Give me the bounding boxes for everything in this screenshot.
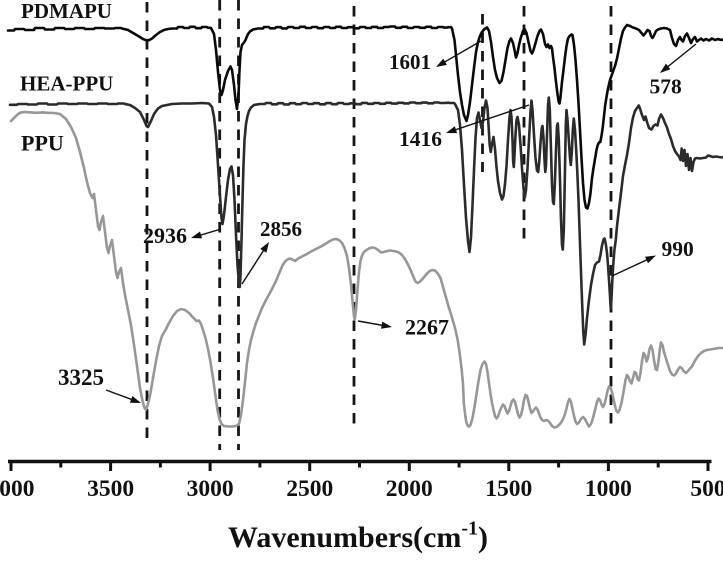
svg-text:578: 578 [650,75,683,99]
svg-text:3500: 3500 [87,476,134,502]
svg-text:500: 500 [690,476,723,502]
svg-text:1416: 1416 [399,127,442,151]
svg-text:PPU: PPU [21,131,64,156]
svg-text:2267: 2267 [405,315,449,340]
svg-text:3325: 3325 [58,365,104,390]
svg-text:Wavenumbers(cm-1): Wavenumbers(cm-1) [228,518,488,555]
svg-text:1601: 1601 [389,50,431,74]
svg-text:2856: 2856 [260,217,302,241]
svg-text:2000: 2000 [386,476,433,502]
svg-text:2500: 2500 [286,476,333,502]
svg-text:3000: 3000 [187,476,234,502]
svg-text:HEA-PPU: HEA-PPU [20,72,113,96]
svg-text:1500: 1500 [485,476,532,502]
svg-text:PDMAPU: PDMAPU [21,0,112,23]
svg-text:990: 990 [662,237,694,261]
svg-text:1000: 1000 [585,476,632,502]
svg-text:2936: 2936 [143,223,187,248]
svg-text:4000: 4000 [0,476,35,502]
